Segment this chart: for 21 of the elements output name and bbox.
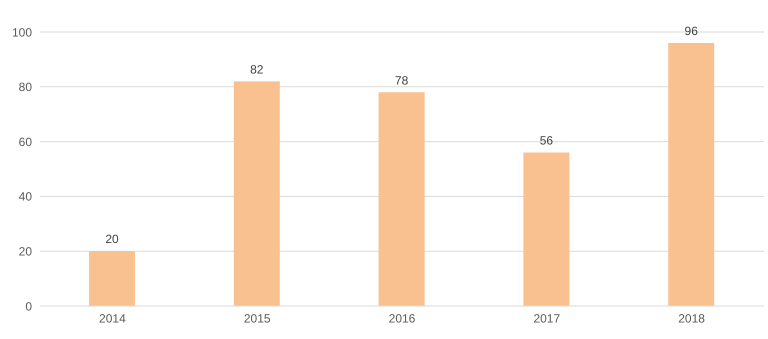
x-tick-label: 2017 <box>533 312 560 326</box>
y-tick-label: 100 <box>12 25 32 40</box>
y-tick-label: 80 <box>18 80 32 94</box>
y-tick-label: 60 <box>18 134 32 149</box>
data-label: 82 <box>250 62 264 76</box>
y-tick-label: 20 <box>18 244 32 258</box>
x-tick-label: 2015 <box>244 312 271 326</box>
bar <box>234 81 280 306</box>
x-tick-label: 2016 <box>388 312 416 326</box>
x-tick-label: 2014 <box>99 312 126 326</box>
data-label: 96 <box>684 24 698 38</box>
bar <box>89 251 135 306</box>
data-label: 78 <box>394 73 409 88</box>
bar <box>378 92 425 306</box>
x-tick-label: 2018 <box>678 312 706 326</box>
data-label: 20 <box>105 232 119 246</box>
bar <box>523 152 570 306</box>
data-label: 56 <box>540 134 554 148</box>
y-tick-label: 0 <box>25 299 32 314</box>
y-tick-label: 40 <box>18 190 32 204</box>
bar <box>668 42 714 306</box>
